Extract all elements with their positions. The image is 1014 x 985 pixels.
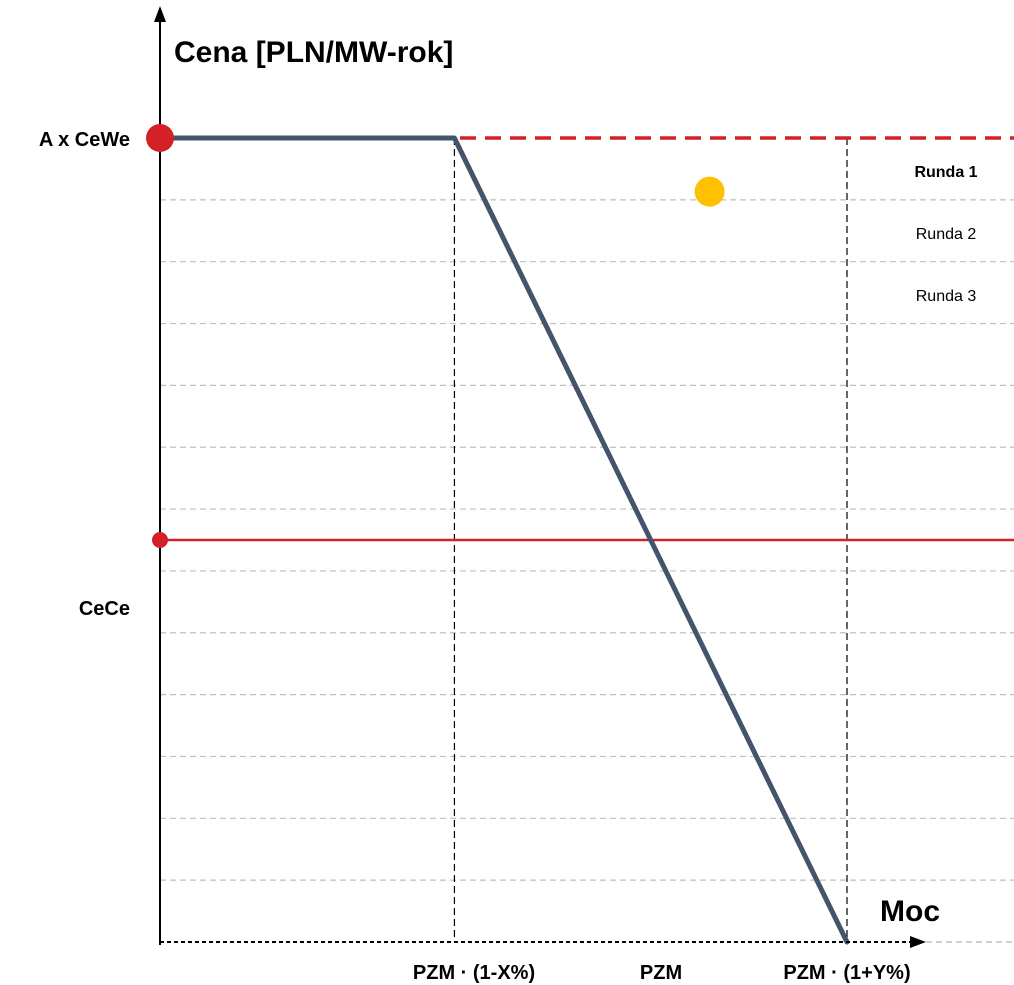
x-axis-title: Moc xyxy=(880,895,940,928)
x-tick-label-2: PZM xyxy=(640,962,682,984)
points-layer xyxy=(146,124,725,548)
point-a-cewe xyxy=(146,124,174,152)
y-level-label-a-cewe: A x CeWe xyxy=(39,129,130,151)
round-label-1: Runda 1 xyxy=(914,164,977,181)
point-yellow xyxy=(694,176,725,207)
grid-lines xyxy=(160,199,1014,881)
x-tick-label-3: PZM · (1+Y%) xyxy=(783,962,910,984)
round-label-2: Runda 2 xyxy=(916,226,977,243)
reference-lines xyxy=(160,136,1014,942)
round-label-3: Runda 3 xyxy=(916,288,977,305)
y-axis-arrow xyxy=(154,6,166,22)
series-line-1 xyxy=(157,135,850,945)
y-level-label-cece: CeCe xyxy=(79,598,130,620)
x-tick-label-1: PZM · (1-X%) xyxy=(413,962,535,984)
point-cece xyxy=(152,532,168,548)
x-axis-arrow xyxy=(910,936,926,948)
series-layer xyxy=(157,135,850,945)
y-axis-title: Cena [PLN/MW-rok] xyxy=(174,36,453,69)
